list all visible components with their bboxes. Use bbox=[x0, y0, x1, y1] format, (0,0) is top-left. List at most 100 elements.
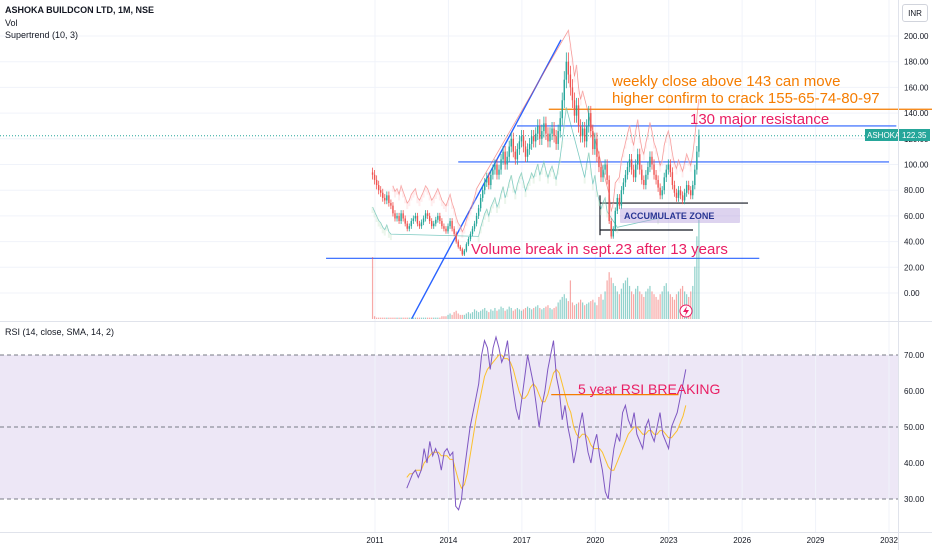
supertrend-upper-fill bbox=[646, 133, 649, 140]
candle-body bbox=[486, 177, 488, 183]
supertrend-upper-fill bbox=[581, 90, 584, 97]
candle-body bbox=[583, 128, 586, 142]
supertrend-upper-fill bbox=[442, 203, 445, 210]
candle-body bbox=[528, 143, 531, 150]
supertrend-upper-fill bbox=[455, 217, 458, 224]
candle-body bbox=[545, 123, 547, 134]
volume-bar bbox=[531, 309, 533, 319]
candle-body bbox=[685, 185, 688, 193]
currency-button[interactable]: INR bbox=[902, 4, 928, 22]
supertrend-lower-fill bbox=[497, 202, 501, 209]
supertrend-upper-fill bbox=[444, 205, 448, 212]
last-price-label: 122.35 bbox=[902, 131, 927, 140]
supertrend-upper-fill bbox=[420, 195, 423, 202]
candle-body bbox=[469, 233, 472, 240]
supertrend-upper-fill bbox=[661, 159, 664, 166]
volume-bar bbox=[398, 317, 400, 319]
supertrend-upper-fill bbox=[416, 197, 419, 204]
supertrend-upper-fill bbox=[404, 197, 407, 204]
candle-body bbox=[518, 141, 521, 150]
volume-bar bbox=[596, 305, 598, 319]
volume-bar bbox=[378, 317, 380, 319]
supertrend-lower-fill bbox=[389, 234, 392, 241]
volume-bar bbox=[618, 294, 620, 319]
supertrend-upper-fill bbox=[459, 226, 462, 233]
supertrend-upper-fill bbox=[675, 168, 678, 175]
rsi-tick-label: 30.00 bbox=[904, 495, 925, 504]
time-axis[interactable]: 2011 2014 2017 2020 2023 2026 2029 2032 bbox=[366, 536, 898, 545]
symbol-title[interactable]: ASHOKA BUILDCON LTD, 1M, NSE bbox=[5, 4, 154, 16]
supertrend-upper-fill bbox=[577, 87, 580, 94]
volume-bar bbox=[528, 307, 531, 319]
vol-indicator-label[interactable]: Vol bbox=[5, 18, 18, 28]
candle-body bbox=[567, 61, 570, 75]
candle-body bbox=[532, 136, 535, 142]
candle-body bbox=[400, 213, 402, 222]
candle-body bbox=[424, 213, 427, 219]
supertrend-indicator-label[interactable]: Supertrend (10, 3) bbox=[5, 30, 79, 40]
supertrend-lower-fill bbox=[522, 182, 525, 189]
volume-bar bbox=[441, 316, 443, 319]
volume-bar bbox=[559, 299, 561, 319]
supertrend-upper-fill bbox=[567, 30, 570, 37]
candle-body bbox=[657, 179, 659, 188]
time-tick-label: 2020 bbox=[586, 536, 604, 545]
candle-body bbox=[663, 177, 665, 191]
supertrend-upper-fill bbox=[418, 200, 421, 207]
volume-bar bbox=[555, 306, 557, 319]
candle-body bbox=[461, 249, 464, 255]
volume-bar bbox=[598, 296, 600, 319]
volume-bar bbox=[565, 298, 567, 319]
volume-bar bbox=[561, 296, 563, 319]
candle-body bbox=[459, 246, 461, 250]
candle-body bbox=[375, 179, 378, 186]
supertrend-upper-fill bbox=[632, 145, 635, 152]
volume-bar bbox=[465, 313, 467, 319]
volume-bar bbox=[594, 302, 596, 319]
rsi-indicator-label[interactable]: RSI (14, close, SMA, 14, 2) bbox=[5, 327, 115, 337]
volume-bar bbox=[480, 310, 482, 319]
volume-bar bbox=[404, 317, 406, 319]
supertrend-upper-fill bbox=[671, 154, 674, 161]
supertrend-lower-fill bbox=[585, 163, 588, 170]
supertrend-upper-fill bbox=[465, 220, 468, 227]
supertrend-lower-fill bbox=[375, 216, 378, 223]
volume-bar bbox=[557, 302, 559, 319]
candle-body bbox=[422, 218, 425, 223]
supertrend-upper-fill bbox=[400, 185, 403, 192]
volume-bar bbox=[553, 307, 555, 319]
candle-body bbox=[594, 138, 596, 150]
supertrend-lower-fill bbox=[599, 209, 603, 216]
volume-bar bbox=[390, 317, 392, 319]
candle-body bbox=[645, 174, 647, 186]
volume-bar bbox=[539, 307, 541, 319]
symbol-badge bbox=[865, 129, 898, 141]
candle-body bbox=[439, 215, 441, 222]
supertrend-lower-fill bbox=[502, 186, 505, 193]
candle-body bbox=[549, 133, 551, 142]
volume-bar bbox=[571, 302, 574, 319]
supertrend-upper-fill bbox=[575, 64, 578, 71]
candle-body bbox=[667, 164, 670, 170]
volume-bar bbox=[484, 307, 486, 319]
supertrend-lower-fill bbox=[528, 179, 531, 186]
volume-bar bbox=[590, 301, 592, 319]
supertrend-lower-fill bbox=[485, 209, 488, 216]
volume-bar bbox=[535, 306, 537, 319]
volume-bar bbox=[643, 296, 645, 319]
candle-body bbox=[563, 79, 565, 101]
candle-body bbox=[451, 221, 453, 229]
volume-bar bbox=[443, 316, 445, 319]
supertrend-upper-fill bbox=[691, 154, 694, 161]
supertrend-lower-fill bbox=[481, 220, 484, 227]
candle-body bbox=[687, 185, 690, 191]
candle-body bbox=[673, 185, 676, 193]
candle-body bbox=[616, 197, 619, 211]
candle-body bbox=[543, 123, 545, 132]
candle-body bbox=[490, 174, 492, 186]
candle-body bbox=[467, 239, 470, 245]
volume-bar bbox=[422, 317, 425, 319]
candle-body bbox=[384, 197, 386, 201]
candle-body bbox=[514, 151, 517, 160]
